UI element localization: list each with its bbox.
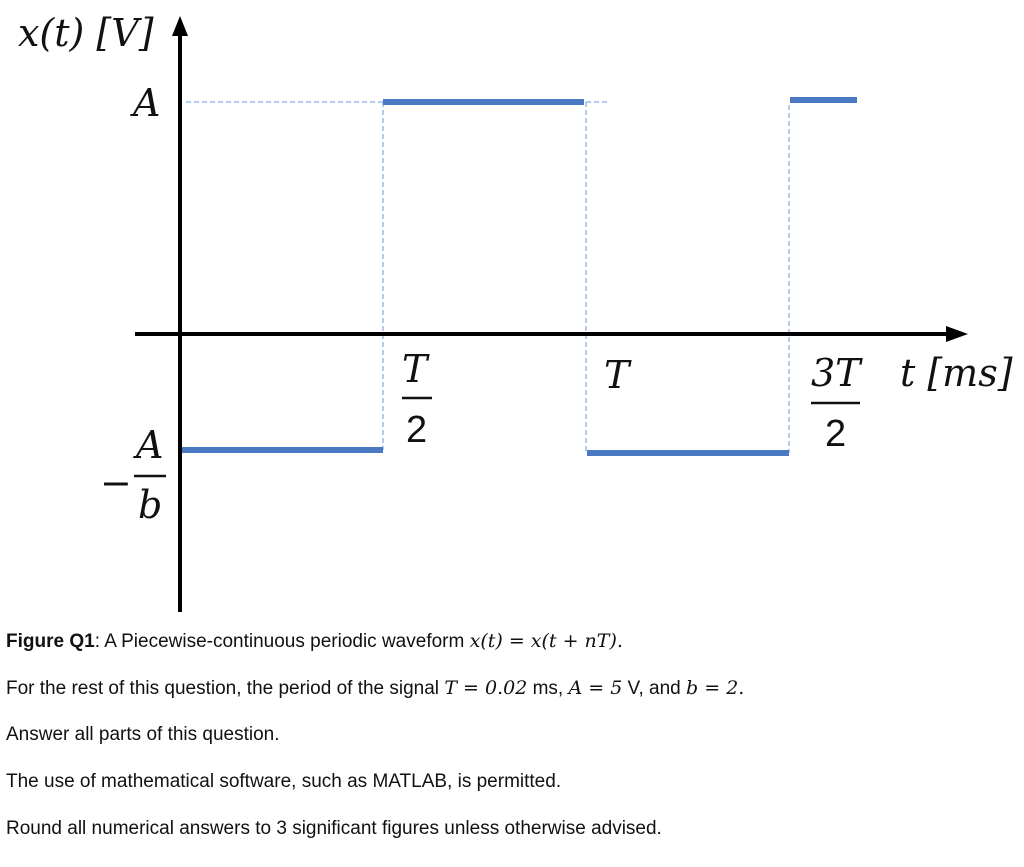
y-tick-numerator: A — [133, 423, 163, 467]
instruction-rounding: Round all numerical answers to 3 signifi… — [6, 818, 662, 839]
y-tick-A: A — [130, 81, 160, 125]
figure-caption: Figure Q1: A Piecewise-continuous period… — [6, 628, 1016, 675]
b-value: b = 2. — [686, 677, 745, 699]
parameters-text-c: V, and — [622, 678, 687, 699]
figure-label: Figure Q1 — [6, 631, 95, 652]
x-tick-T: T — [604, 353, 632, 397]
period-value: T = 0.02 — [444, 677, 528, 699]
x-axis-arrowhead — [946, 326, 968, 342]
parameters-line: For the rest of this question, the perio… — [6, 675, 1016, 722]
y-tick-minus-sign: − — [100, 461, 132, 505]
axes — [135, 16, 968, 612]
waveform — [182, 97, 857, 456]
y-tick-minus-A-over-b: − A b — [100, 423, 166, 527]
figure-caption-text: A Piecewise-continuous periodic waveform — [99, 631, 470, 652]
x-tick-3half-den: 2 — [825, 413, 846, 455]
figure-label-sep: : — [94, 631, 100, 652]
x-tick-half-num: T — [402, 347, 430, 391]
x-tick-3half-num: 3T — [811, 351, 863, 395]
x-tick-half-period: T 2 — [402, 347, 432, 451]
y-axis-label: x(t) [V] — [18, 11, 154, 55]
y-tick-denominator: b — [138, 483, 162, 527]
instruction-software: The use of mathematical software, such a… — [6, 771, 562, 792]
x-tick-three-half-period: 3T 2 — [811, 351, 863, 455]
y-axis-arrowhead — [172, 16, 188, 36]
parameters-text-b: ms, — [527, 678, 569, 699]
parameters-text-a: For the rest of this question, the perio… — [6, 678, 445, 699]
guide-lines — [186, 101, 790, 453]
periodicity-equation: x(t) = x(t + nT). — [469, 630, 623, 652]
x-axis-label: t [ms] — [900, 351, 1013, 395]
amplitude-value: A = 5 — [568, 677, 623, 699]
instruction-answer-all: Answer all parts of this question. — [6, 724, 280, 745]
question-text: Figure Q1: A Piecewise-continuous period… — [6, 628, 1016, 863]
waveform-figure: x(t) [V] A − A b T 2 T 3T 2 t [ms] — [18, 11, 1013, 612]
x-tick-half-den: 2 — [406, 409, 427, 451]
